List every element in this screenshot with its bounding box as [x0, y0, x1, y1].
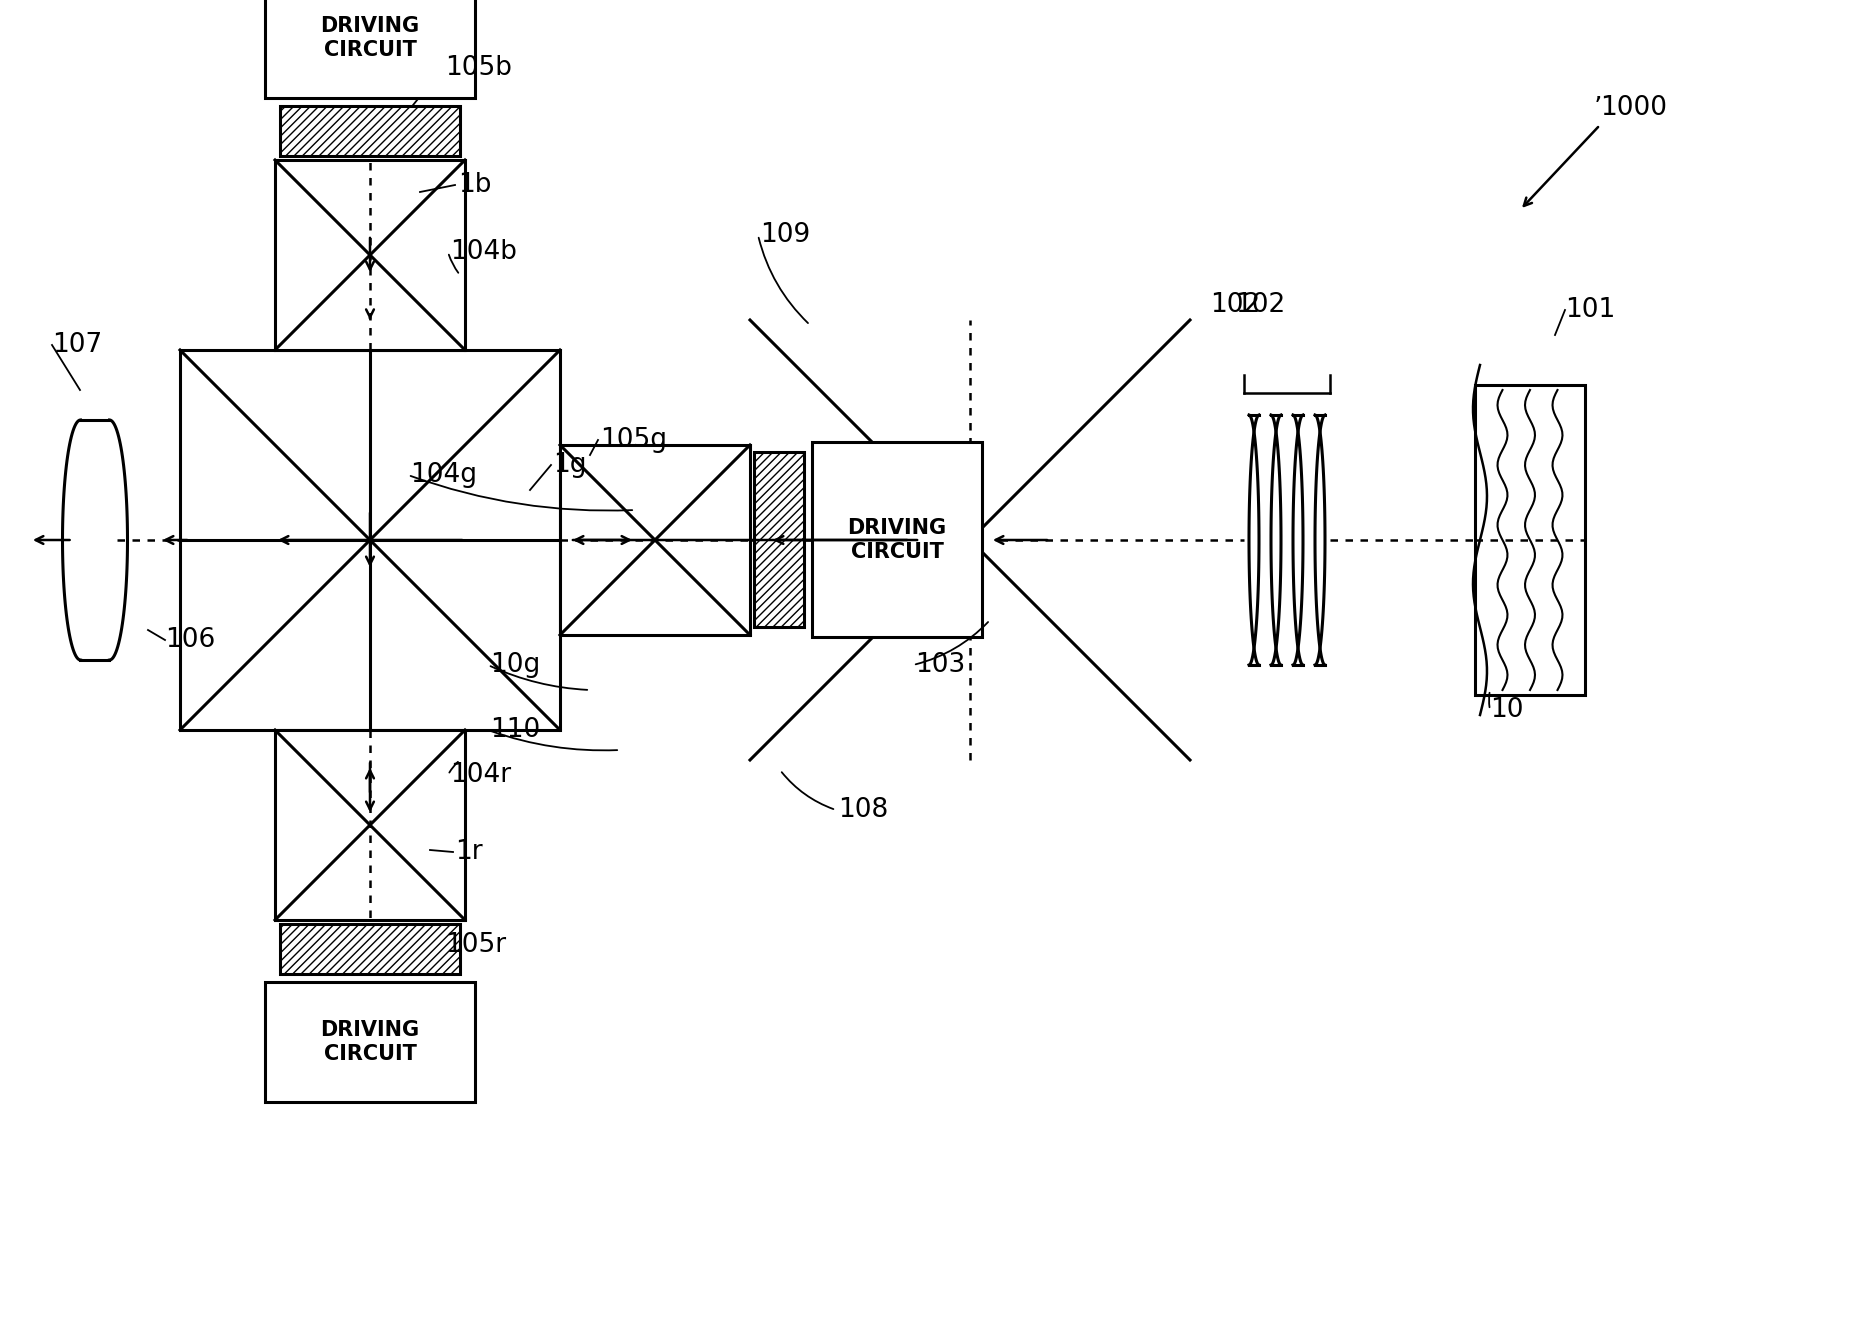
Text: 10: 10 [1490, 697, 1523, 723]
Bar [812, 442, 981, 638]
Text: ʼ: ʼ [1593, 95, 1601, 121]
Text: 102: 102 [1234, 292, 1284, 318]
Text: DRIVING
CIRCUIT: DRIVING CIRCUIT [321, 1020, 419, 1064]
Text: 103: 103 [915, 652, 965, 678]
Bar [280, 924, 460, 974]
Text: 105r: 105r [445, 932, 506, 958]
Text: 101: 101 [1564, 297, 1614, 323]
Bar [275, 160, 466, 350]
Text: 102: 102 [1209, 292, 1260, 318]
Bar [1475, 385, 1584, 696]
Bar [265, 0, 475, 98]
Text: 110: 110 [490, 717, 540, 743]
Text: 104g: 104g [410, 462, 477, 488]
Text: 105g: 105g [599, 426, 666, 453]
Bar [265, 982, 475, 1102]
Text: 107: 107 [52, 333, 102, 358]
Text: DRIVING
CIRCUIT: DRIVING CIRCUIT [321, 16, 419, 59]
Text: 10g: 10g [490, 652, 540, 678]
Text: DRIVING
CIRCUIT: DRIVING CIRCUIT [848, 519, 946, 561]
Text: 106: 106 [165, 627, 215, 653]
Bar [280, 106, 460, 156]
Text: 1b: 1b [458, 172, 492, 198]
Bar [180, 350, 560, 730]
Bar [275, 730, 466, 920]
Text: 108: 108 [838, 797, 889, 822]
Text: 104r: 104r [449, 762, 510, 788]
Text: 104b: 104b [449, 239, 518, 265]
Text: 1r: 1r [454, 840, 482, 865]
Text: 1000: 1000 [1599, 95, 1666, 121]
Text: 109: 109 [759, 222, 811, 248]
Text: 1g: 1g [553, 451, 586, 478]
Bar [753, 453, 803, 627]
Text: 105b: 105b [445, 55, 512, 81]
Bar [560, 445, 749, 635]
